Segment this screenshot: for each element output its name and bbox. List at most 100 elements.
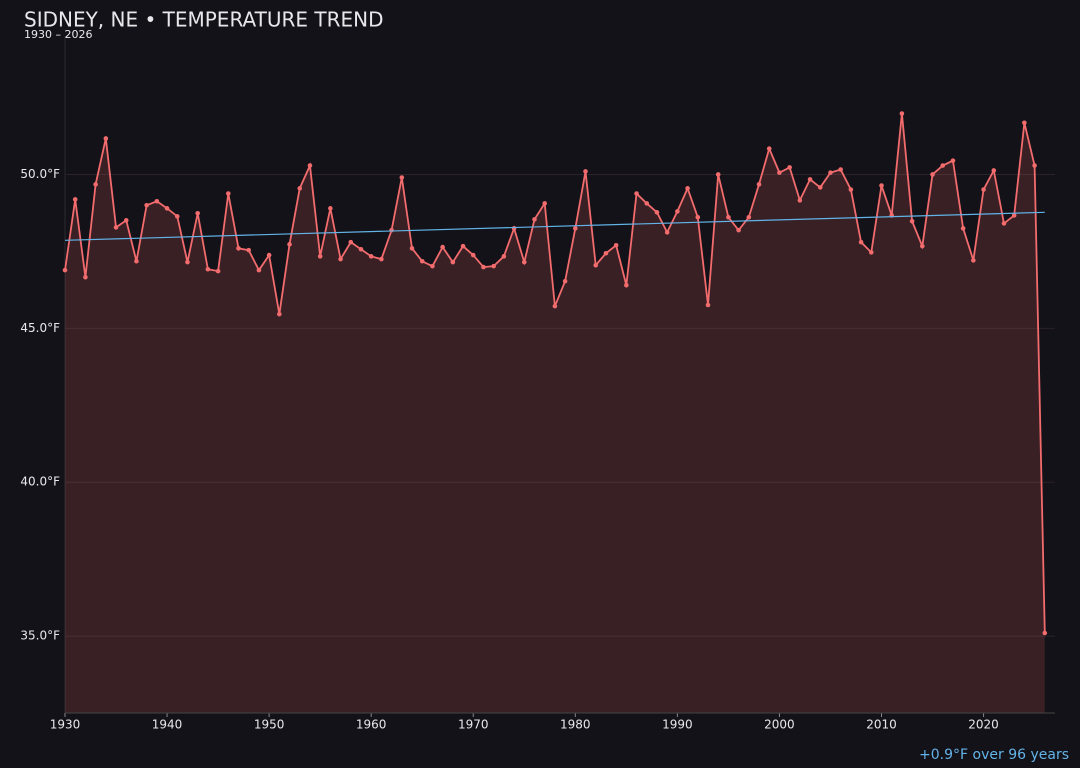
point (205, 266, 211, 272)
x-tick-label: 2020 (968, 718, 999, 732)
point (613, 242, 619, 248)
point (62, 267, 68, 273)
point (521, 259, 527, 265)
point (348, 239, 354, 245)
point (603, 250, 609, 256)
point (756, 182, 762, 187)
point (930, 172, 935, 177)
point (920, 243, 925, 249)
point (573, 226, 578, 231)
point (470, 252, 476, 258)
area (65, 113, 1045, 714)
x-tick-label: 2010 (866, 718, 897, 732)
point (103, 136, 109, 141)
point (644, 201, 650, 206)
y-tick-label: 50.0°F (20, 167, 60, 181)
point (511, 226, 517, 231)
point (399, 175, 405, 180)
point (419, 258, 425, 264)
point (195, 210, 200, 216)
point (848, 187, 854, 192)
point (991, 168, 997, 173)
trend-line (64, 211, 1045, 241)
point (868, 250, 874, 255)
point (460, 243, 466, 249)
point (552, 303, 558, 309)
point (236, 246, 241, 251)
point (879, 183, 884, 188)
point (164, 206, 170, 211)
chart-subtitle: 1930 – 2026 (24, 28, 92, 41)
x-tick-label: 1930 (50, 718, 81, 732)
point (277, 311, 282, 317)
point (379, 256, 384, 262)
point (858, 239, 864, 245)
point (409, 246, 415, 251)
point (685, 186, 690, 191)
x-tick-label: 1950 (254, 718, 285, 732)
point (450, 259, 456, 265)
point (134, 258, 139, 264)
point (481, 264, 486, 270)
point (542, 201, 547, 206)
point (215, 268, 221, 274)
point (1032, 163, 1037, 168)
point (307, 163, 313, 168)
point (266, 252, 272, 258)
x-tick-label: 1990 (662, 718, 693, 732)
point (113, 225, 119, 230)
point (624, 282, 629, 288)
x-tick-label: 1960 (356, 718, 387, 732)
point (491, 263, 496, 269)
point (154, 198, 160, 204)
point (695, 214, 701, 220)
point (246, 247, 252, 253)
y-tick-label: 35.0°F (20, 629, 60, 643)
point (317, 254, 323, 259)
point (726, 214, 731, 220)
point (174, 214, 180, 219)
point (328, 206, 333, 211)
point (715, 172, 721, 177)
point (297, 186, 303, 191)
point (583, 169, 588, 174)
point (123, 218, 129, 223)
x-tick-label: 1980 (560, 718, 591, 732)
point (940, 163, 946, 168)
point (501, 254, 507, 259)
point (72, 197, 78, 202)
x-tick-label: 1970 (458, 718, 489, 732)
point (960, 226, 966, 231)
point (634, 191, 639, 196)
point (430, 263, 435, 269)
point (971, 258, 976, 263)
point (909, 218, 915, 224)
y-tick-label: 40.0°F (20, 475, 60, 489)
point (287, 242, 292, 247)
chart-title: SIDNEY, NE • TEMPERATURE TREND (24, 8, 384, 32)
point (838, 167, 843, 172)
point (225, 191, 231, 196)
point (797, 198, 803, 203)
x-tick-label: 2000 (764, 718, 795, 732)
point (1042, 630, 1048, 636)
y-tick-label: 45.0°F (20, 321, 60, 335)
point (93, 182, 98, 187)
point (144, 202, 149, 208)
point (664, 230, 670, 235)
point (532, 217, 537, 222)
point (368, 254, 374, 259)
point (777, 170, 782, 175)
point (1001, 221, 1007, 226)
point (736, 227, 741, 233)
point (950, 158, 956, 163)
point (389, 227, 394, 233)
annotation: +0.9°F over 96 years (919, 747, 1069, 763)
point (654, 210, 660, 215)
point (440, 244, 445, 250)
point (593, 262, 599, 268)
point (828, 170, 833, 175)
x-tick-label: 1940 (152, 718, 183, 732)
point (1011, 213, 1017, 218)
